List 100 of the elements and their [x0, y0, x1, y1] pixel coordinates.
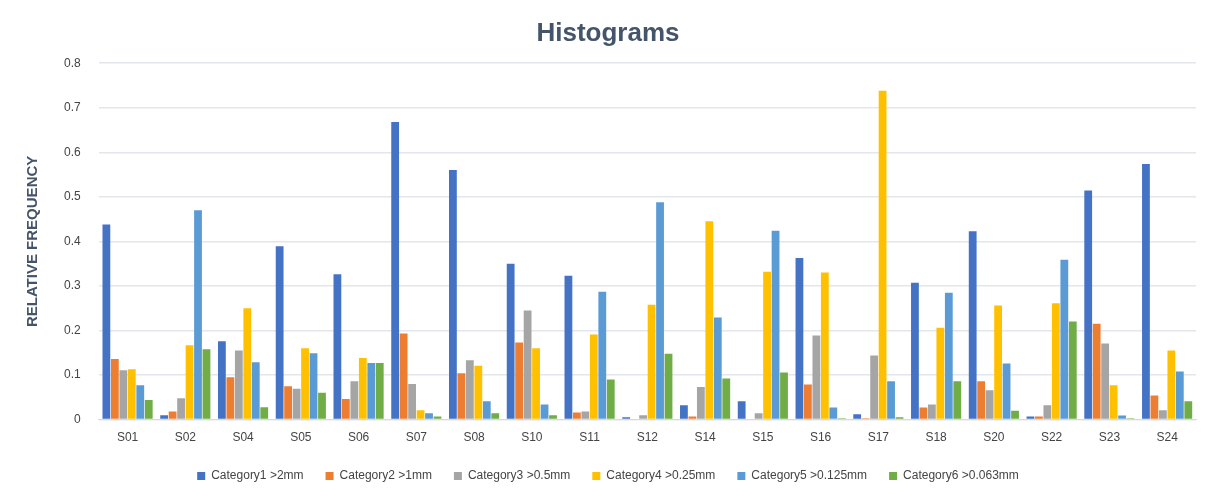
bar [275, 246, 284, 419]
x-tick-label: S10 [521, 430, 543, 445]
bar [457, 373, 466, 419]
bar [333, 274, 342, 419]
bar [358, 358, 367, 419]
x-tick-label: S07 [405, 430, 428, 445]
bar [217, 341, 226, 419]
bar [309, 353, 318, 419]
bar [465, 360, 474, 419]
bar [449, 170, 457, 419]
bar [853, 414, 862, 419]
bar [301, 348, 309, 419]
y-tick-label: 0.5 [63, 189, 81, 204]
bar [812, 335, 821, 419]
bar [664, 353, 673, 419]
y-tick-label: 0.6 [63, 144, 81, 159]
bar [936, 327, 945, 419]
x-tick-label: S15 [752, 430, 774, 445]
x-tick-label: S22 [1040, 430, 1063, 445]
bar [350, 381, 359, 419]
legend-label: Category5 >0.125mm [751, 468, 868, 483]
bar [1142, 163, 1150, 419]
bar [722, 378, 731, 419]
bar [194, 210, 202, 419]
x-tick-label: S02 [174, 430, 197, 445]
bar [1167, 350, 1176, 419]
x-tick-label: S14 [694, 430, 717, 445]
bar [1011, 410, 1019, 419]
bar [696, 387, 705, 419]
bar [523, 310, 532, 419]
bar [977, 381, 986, 419]
bar [953, 381, 962, 419]
bar [482, 401, 491, 419]
bar [144, 400, 153, 419]
y-tick-label: 0.4 [63, 233, 81, 248]
bar [367, 363, 376, 419]
bar [598, 291, 607, 419]
bar [870, 355, 879, 419]
bar [284, 386, 293, 419]
bar [251, 362, 260, 419]
bar [168, 411, 177, 419]
bar [771, 230, 780, 419]
bar [408, 383, 416, 419]
bar [944, 292, 953, 419]
legend-label: Category6 >0.063mm [903, 468, 1019, 483]
bar [474, 365, 483, 419]
bar [737, 401, 746, 419]
bar [416, 410, 425, 419]
bar [425, 413, 433, 419]
x-tick-label: S11 [579, 430, 601, 445]
bar [260, 407, 269, 419]
bar [1175, 371, 1184, 419]
bar [506, 263, 515, 419]
bar [1060, 259, 1069, 419]
bar [136, 385, 145, 419]
bar [532, 348, 540, 419]
chart-title: Histograms [536, 16, 680, 47]
bar [688, 416, 697, 419]
bar [911, 282, 919, 419]
bar [1109, 385, 1118, 419]
x-tick-label: S17 [867, 430, 890, 445]
bar [399, 333, 408, 419]
bar [829, 407, 838, 419]
legend-label: Category4 >0.25mm [606, 468, 716, 483]
bar [713, 317, 722, 419]
bar [581, 411, 590, 419]
bar [177, 398, 185, 419]
bar [433, 416, 442, 419]
y-tick-label: 0.1 [63, 367, 81, 382]
bar [564, 275, 573, 419]
bar [680, 405, 688, 419]
bar [391, 122, 400, 419]
bar [185, 345, 194, 419]
bar [1092, 323, 1101, 419]
bar [1184, 401, 1193, 419]
bar [927, 404, 936, 419]
bar [160, 415, 169, 419]
bar [1026, 416, 1035, 419]
bar [234, 350, 243, 419]
x-tick-label: S16 [809, 430, 832, 445]
bar [1002, 363, 1011, 419]
bar [572, 412, 581, 419]
bar [1101, 343, 1110, 419]
bar [780, 372, 788, 419]
bar [540, 404, 549, 419]
bar [804, 384, 812, 419]
bar [795, 257, 804, 419]
bar [878, 90, 887, 419]
y-tick-label: 0.2 [63, 322, 81, 337]
x-tick-label: S24 [1156, 430, 1179, 445]
bar [127, 369, 136, 419]
bar [887, 381, 895, 419]
bar [491, 413, 500, 419]
x-tick-label: S01 [116, 430, 139, 445]
y-tick-label: 0 [73, 411, 81, 426]
x-tick-label: S08 [463, 430, 486, 445]
bar [985, 390, 994, 419]
bar [341, 399, 350, 419]
y-axis-title: RELATIVE FREQUENCY [23, 155, 41, 328]
bar [763, 271, 771, 419]
